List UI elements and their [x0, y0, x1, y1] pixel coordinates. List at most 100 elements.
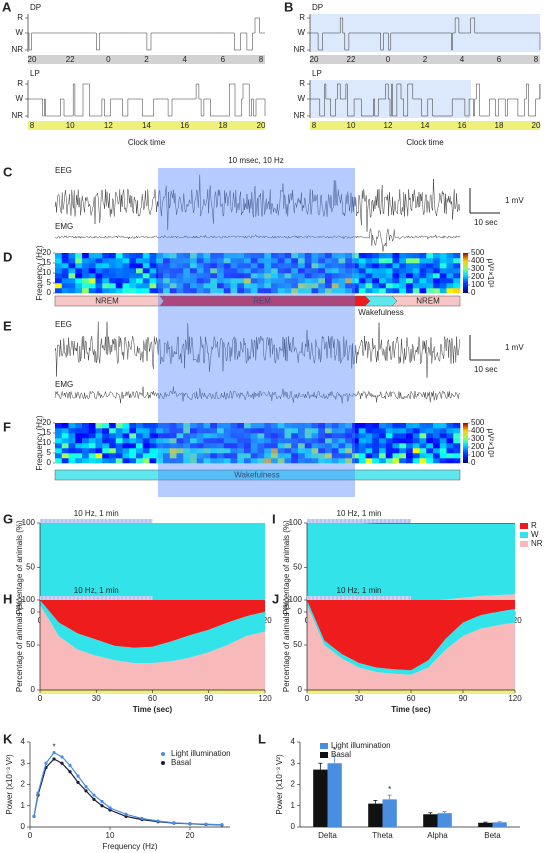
- spectrogram-cell: [271, 428, 279, 434]
- colorbar-label: 200: [471, 442, 485, 451]
- spectrogram-cell: [304, 423, 312, 429]
- point: [100, 804, 104, 808]
- spectrogram-cell: [264, 258, 272, 264]
- spectrogram-cell: [257, 458, 265, 464]
- spectrogram-cell: [433, 428, 441, 434]
- spectrogram-cell: [203, 448, 211, 454]
- spectrogram-cell: [230, 268, 238, 274]
- spectrogram-cell: [311, 448, 319, 454]
- spectrogram-cell: [298, 253, 306, 259]
- spectrogram-cell: [203, 428, 211, 434]
- panel-label: I: [272, 511, 276, 526]
- spectrogram-cell: [203, 453, 211, 459]
- spectrogram-cell: [325, 438, 333, 444]
- spectrogram-cell: [190, 273, 198, 279]
- spectrogram-cell: [419, 438, 427, 444]
- legend-label: W: [531, 530, 539, 539]
- spectrogram-cell: [426, 278, 434, 284]
- spectrogram-cell: [365, 458, 373, 464]
- spectrogram-cell: [115, 278, 123, 284]
- spectrogram-cell: [223, 428, 231, 434]
- spectrogram-cell: [433, 423, 441, 429]
- y-axis-label: Percentage of animals (%): [15, 598, 24, 693]
- spectrogram-cell: [82, 438, 90, 444]
- point: [204, 822, 208, 826]
- spectrogram-cell: [291, 253, 299, 259]
- spectrogram-cell: [426, 453, 434, 459]
- spectrogram-cell: [406, 458, 414, 464]
- spectrogram-cell: [277, 288, 285, 294]
- spectrogram-cell: [412, 453, 420, 459]
- x-tick-label: 14: [142, 121, 151, 130]
- spectrogram-cell: [223, 283, 231, 289]
- spectrogram-cell: [399, 433, 407, 439]
- time-bar: [28, 121, 265, 130]
- spectrogram-cell: [129, 288, 137, 294]
- spectrogram-cell: [298, 428, 306, 434]
- spectrogram-cell: [325, 278, 333, 284]
- spectrogram-cell: [142, 268, 150, 274]
- spectrogram-cell: [304, 253, 312, 259]
- spectrogram-cell: [439, 453, 447, 459]
- spectrogram-cell: [264, 443, 272, 449]
- spectrogram-cell: [61, 283, 69, 289]
- spectrogram-cell: [392, 263, 400, 269]
- spectrogram-cell: [129, 453, 137, 459]
- x-tick-label: 10: [106, 831, 115, 840]
- spectrogram-cell: [419, 278, 427, 284]
- spectrogram-cell: [325, 263, 333, 269]
- spectrogram-cell: [365, 433, 373, 439]
- spectrogram-cell: [55, 268, 63, 274]
- spectrogram-cell: [304, 428, 312, 434]
- spectrogram-cell: [298, 288, 306, 294]
- spectrogram-cell: [298, 423, 306, 429]
- spectrogram-cell: [75, 443, 83, 449]
- spectrogram-cell: [115, 443, 123, 449]
- x-tick-label: 22: [66, 55, 75, 64]
- point: [172, 821, 176, 825]
- spectrogram-cell: [304, 433, 312, 439]
- eeg-trace: [54, 321, 461, 378]
- spectrogram-cell: [271, 458, 279, 464]
- spectrogram-cell: [244, 258, 252, 264]
- spectrogram-cell: [439, 288, 447, 294]
- spectrogram-cell: [82, 283, 90, 289]
- spectrogram-cell: [223, 263, 231, 269]
- significance: *: [388, 785, 391, 794]
- spectrogram-cell: [109, 448, 117, 454]
- spectrogram-cell: [203, 288, 211, 294]
- spectrogram-cell: [291, 263, 299, 269]
- spectrogram-cell: [406, 278, 414, 284]
- spectrogram-cell: [176, 458, 184, 464]
- spectrogram-cell: [433, 433, 441, 439]
- spectrogram-cell: [163, 423, 171, 429]
- spectrogram-cell: [433, 263, 441, 269]
- spectrogram-cell: [129, 438, 137, 444]
- point: [220, 823, 224, 827]
- spectrogram-cell: [88, 443, 96, 449]
- panel-label: F: [3, 419, 11, 434]
- spectrogram-cell: [257, 453, 265, 459]
- point: [44, 761, 48, 765]
- spectrogram-cell: [156, 448, 164, 454]
- spectrogram-cell: [291, 453, 299, 459]
- spectrogram-cell: [257, 258, 265, 264]
- spectrogram-cell: [115, 258, 123, 264]
- spectrogram-cell: [385, 283, 393, 289]
- y-axis-label: Power (x10⁻³ V²): [275, 754, 284, 815]
- spectrogram-cell: [237, 263, 245, 269]
- scale-label: 10 sec: [474, 365, 498, 374]
- x-tick-label: 90: [459, 694, 468, 703]
- spectrogram-cell: [399, 423, 407, 429]
- spectrogram-cell: [271, 273, 279, 279]
- spectrogram-cell: [439, 443, 447, 449]
- spectrogram-cell: [379, 453, 387, 459]
- spectrogram-cell: [271, 263, 279, 269]
- spectrogram-cell: [196, 253, 204, 259]
- spectrogram-cell: [345, 433, 353, 439]
- spectrogram-cell: [250, 423, 258, 429]
- spectrogram-cell: [412, 443, 420, 449]
- spectrogram-cell: [392, 268, 400, 274]
- spectrogram-cell: [345, 268, 353, 274]
- spectrogram-cell: [358, 253, 366, 259]
